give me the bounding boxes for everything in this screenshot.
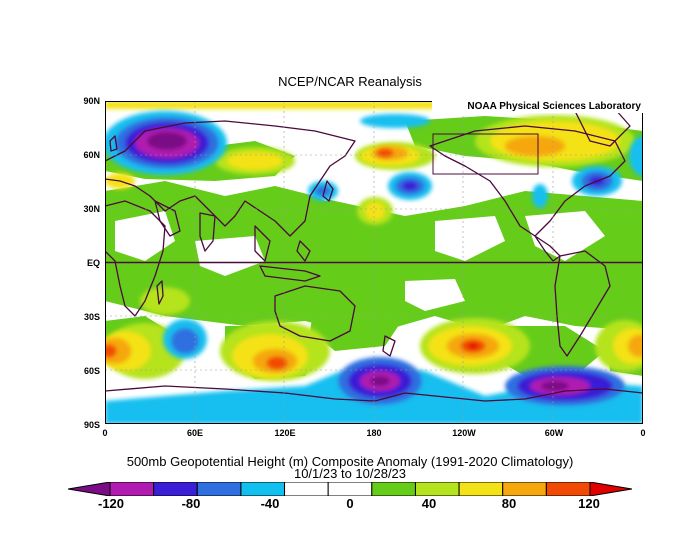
- lon-label-60w: 60W: [544, 428, 564, 438]
- colorbar-segment: [545, 482, 591, 496]
- colorbar-segment: [502, 482, 547, 496]
- colorbar-segment: [284, 482, 329, 496]
- region-box: [432, 133, 539, 175]
- lon-label-0: 0: [102, 428, 108, 438]
- anomaly-map: [105, 101, 643, 424]
- colorbar-label-neg80: -80: [181, 496, 201, 511]
- colorbar-segment: [240, 482, 286, 496]
- lat-label-90s: 90S: [83, 420, 100, 430]
- lat-label-30n: 30N: [83, 204, 100, 214]
- caption-variable: 500mb Geopotential Height (m) Composite …: [126, 454, 574, 469]
- colorbar-label-neg120: -120: [97, 496, 125, 511]
- lat-label-30s: 30S: [83, 312, 100, 322]
- lat-label-90n: 90N: [83, 96, 100, 106]
- colorbar-label-40: 40: [421, 496, 437, 511]
- lon-label-60e: 60E: [186, 428, 204, 438]
- caption-dates: 10/1/23 to 10/28/23: [293, 466, 407, 481]
- colorbar-segment: [458, 482, 504, 496]
- lat-label-60s: 60S: [83, 366, 100, 376]
- lon-label-180: 180: [366, 428, 382, 438]
- colorbar-label-neg40: -40: [260, 496, 280, 511]
- chart-title: NCEP/NCAR Reanalysis: [278, 74, 422, 89]
- colorbar: [68, 482, 632, 496]
- lon-label-0-east: 0: [640, 428, 646, 438]
- colorbar-segment: [414, 482, 460, 496]
- lat-label-eq: EQ: [86, 258, 100, 268]
- colorbar-segment: [327, 482, 373, 496]
- credit-label: NOAA Physical Sciences Laboratory: [432, 100, 643, 113]
- colorbar-label-120: 120: [578, 496, 600, 511]
- colorbar-label-80: 80: [501, 496, 517, 511]
- colorbar-segment: [196, 482, 242, 496]
- colorbar-label-0: 0: [346, 496, 354, 511]
- colorbar-end-low: [68, 482, 111, 496]
- colorbar-end-high: [589, 482, 632, 496]
- colorbar-segment: [109, 482, 155, 496]
- lat-label-60n: 60N: [83, 150, 100, 160]
- lon-label-120w: 120W: [452, 428, 476, 438]
- lon-label-120e: 120E: [274, 428, 296, 438]
- map-frame: [105, 101, 643, 424]
- colorbar-segment: [153, 482, 198, 496]
- colorbar-segment: [371, 482, 416, 496]
